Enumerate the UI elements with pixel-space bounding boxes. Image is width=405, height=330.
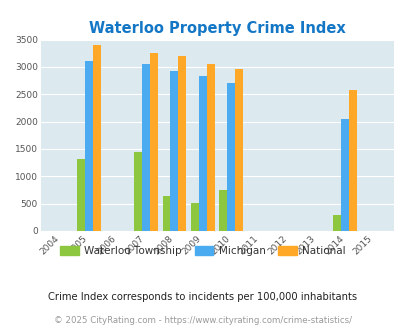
- Bar: [149, 53, 158, 231]
- Bar: [134, 152, 142, 231]
- Bar: [333, 214, 341, 231]
- Bar: [170, 71, 178, 231]
- Bar: [207, 64, 214, 231]
- Bar: [341, 119, 349, 231]
- Bar: [178, 56, 186, 231]
- Bar: [162, 196, 170, 231]
- Bar: [190, 203, 198, 231]
- Bar: [77, 159, 85, 231]
- Bar: [85, 61, 93, 231]
- Bar: [235, 69, 243, 231]
- Text: © 2025 CityRating.com - https://www.cityrating.com/crime-statistics/: © 2025 CityRating.com - https://www.city…: [54, 316, 351, 325]
- Title: Waterloo Property Crime Index: Waterloo Property Crime Index: [89, 21, 345, 36]
- Text: Crime Index corresponds to incidents per 100,000 inhabitants: Crime Index corresponds to incidents per…: [48, 292, 357, 302]
- Bar: [219, 190, 227, 231]
- Bar: [349, 90, 356, 231]
- Bar: [93, 45, 101, 231]
- Legend: Waterloo Township, Michigan, National: Waterloo Township, Michigan, National: [56, 242, 349, 260]
- Bar: [198, 76, 207, 231]
- Bar: [227, 83, 235, 231]
- Bar: [142, 64, 149, 231]
